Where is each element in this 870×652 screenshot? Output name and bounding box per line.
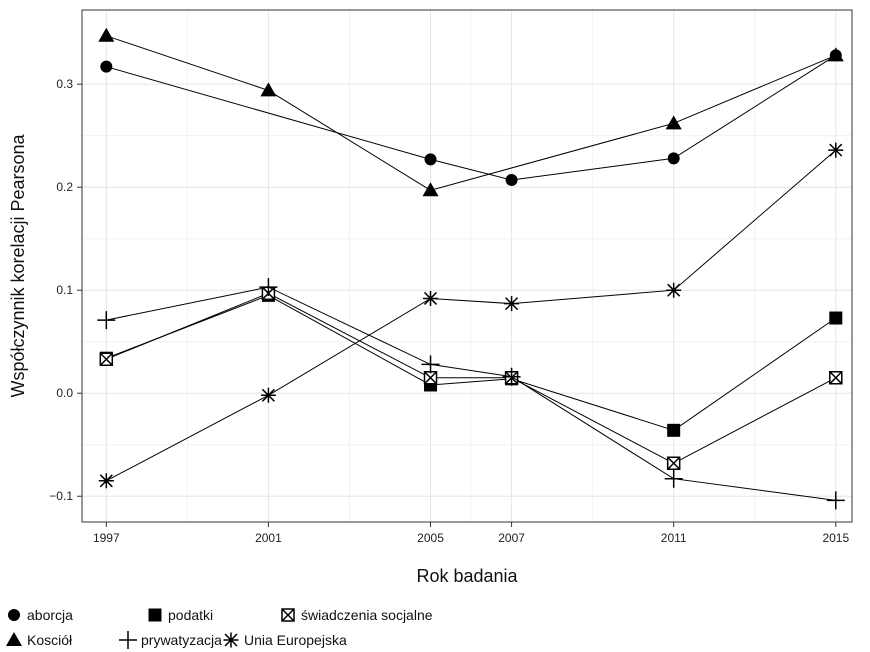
data-point (828, 142, 844, 158)
data-point (260, 387, 276, 403)
data-point (829, 371, 843, 385)
series-layer (97, 27, 845, 510)
y-tick-label: 0.3 (56, 77, 73, 91)
legend-key (6, 632, 22, 646)
series-line (106, 292, 837, 464)
series-unia-europejska (98, 142, 844, 489)
legend-label: prywatyzacja (141, 632, 222, 648)
legend-item: podatki (148, 607, 213, 623)
legend-key (148, 608, 162, 622)
grid (82, 10, 852, 522)
series-line (106, 294, 837, 431)
legend-item: prywatyzacja (119, 631, 222, 649)
data-point (98, 27, 115, 42)
data-point (666, 282, 682, 298)
legend: aborcja podatki świadczenia socjalne Kosció… (6, 607, 433, 649)
y-tick-label: 0.2 (56, 180, 73, 194)
series-kosciół (98, 27, 844, 197)
x-tick-label: 2007 (498, 531, 525, 545)
legend-item: Unia Europejska (223, 632, 347, 648)
y-tick-label: −0.1 (49, 489, 73, 503)
data-point (827, 47, 844, 62)
series-line (106, 286, 836, 501)
legend-item: aborcja (8, 607, 73, 623)
legend-item: Kosciół (6, 632, 73, 648)
data-point (424, 153, 437, 166)
legend-item: świadczenia socjalne (281, 607, 433, 623)
data-point (502, 367, 521, 386)
data-point (421, 355, 440, 374)
data-point (829, 311, 843, 325)
series-świadczenia-socjalne (99, 286, 843, 471)
x-tick-label: 2001 (255, 531, 282, 545)
data-point (666, 456, 681, 471)
legend-label: aborcja (27, 607, 73, 623)
series-line (106, 149, 837, 482)
data-point (505, 173, 518, 186)
x-tick-label: 2015 (822, 531, 849, 545)
data-point (422, 182, 439, 197)
series-prywatyzacja (97, 278, 845, 510)
y-axis-title: Współczynnik korelacji Pearsona (8, 133, 28, 397)
legend-key (223, 632, 239, 648)
data-point (826, 491, 845, 510)
data-point (260, 82, 277, 97)
x-tick-label: 2011 (661, 531, 687, 545)
y-tick-label: 0.0 (56, 386, 73, 400)
data-point (667, 152, 680, 165)
legend-label: podatki (168, 607, 213, 623)
legend-label: Unia Europejska (244, 632, 347, 648)
legend-key (281, 608, 295, 622)
data-point (504, 296, 520, 312)
data-point (423, 371, 438, 385)
legend-key (8, 609, 20, 621)
data-point (665, 115, 682, 130)
plot-frame (81, 9, 853, 523)
x-tick-label: 2005 (417, 531, 444, 545)
legend-label: Kosciół (27, 632, 73, 648)
axes: 1997 2001 2005 2007 2011 2015 −0.1 0.0 0.1 0.2 0.3 (49, 77, 849, 545)
data-point (664, 469, 683, 488)
data-point (97, 311, 116, 330)
data-point (98, 473, 114, 489)
legend-label: świadczenia socjalne (301, 607, 433, 623)
data-point (100, 60, 113, 73)
y-tick-label: 0.1 (56, 283, 73, 297)
data-point (259, 278, 278, 297)
x-axis-title: Rok badania (416, 566, 518, 586)
data-point (667, 423, 681, 437)
data-point (423, 290, 439, 306)
data-point (99, 352, 114, 366)
x-tick-label: 1997 (93, 531, 120, 545)
legend-key (119, 631, 137, 649)
